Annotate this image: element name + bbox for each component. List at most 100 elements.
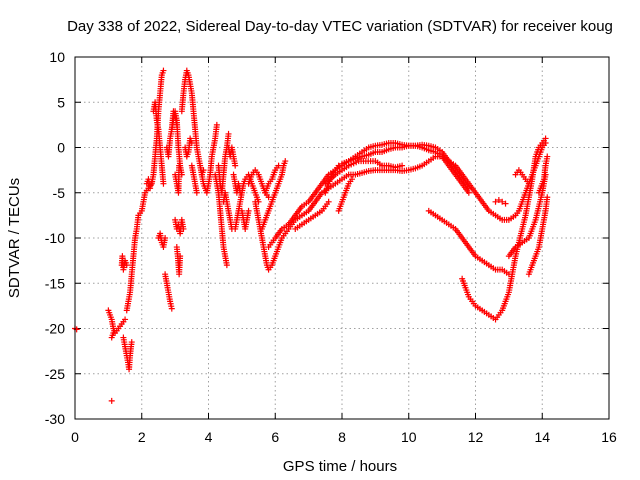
series-s12: [163, 108, 185, 178]
series-s6: [120, 334, 135, 373]
series-s4: [108, 330, 117, 341]
series-s11: [162, 271, 175, 312]
series-s24: [225, 144, 239, 169]
x-tick-label: 10: [401, 429, 417, 445]
series-s23: [220, 189, 235, 232]
data-point-plus: [147, 182, 154, 189]
data-point-plus: [335, 162, 342, 169]
series-s2: [105, 307, 129, 337]
x-tick-label: 0: [71, 429, 79, 445]
grid: [75, 57, 609, 419]
series-s10: [155, 230, 169, 251]
y-tick-label: 0: [57, 140, 65, 156]
series-s38: [459, 135, 549, 323]
series-s36: [335, 176, 356, 214]
series-s5: [118, 253, 130, 273]
series-s26: [232, 171, 262, 232]
series-s15: [172, 216, 187, 237]
data-point-plus: [168, 305, 175, 312]
data-point-plus: [495, 196, 502, 203]
x-tick-label: 14: [534, 429, 550, 445]
data-point-plus: [122, 316, 129, 323]
series-s14: [172, 162, 183, 196]
y-axis-label: SDTVAR / TECUs: [6, 178, 23, 298]
data-point-plus: [542, 135, 549, 142]
x-tick-label: 4: [205, 429, 213, 445]
x-tick-label: 8: [338, 429, 346, 445]
data-point-plus: [180, 225, 187, 232]
data-point-plus: [544, 153, 551, 160]
data-point-plus: [325, 198, 332, 205]
data-point-plus: [275, 162, 282, 169]
x-axis-label: GPS time / hours: [283, 458, 397, 475]
series-s40: [512, 167, 532, 187]
y-tick-label: -25: [45, 366, 65, 382]
data-point-plus: [232, 162, 239, 169]
y-tick-label: -15: [45, 275, 65, 291]
data-point-plus: [128, 339, 135, 346]
plot-frame: [74, 56, 610, 420]
series-s7: [123, 67, 167, 314]
data-point-plus: [147, 185, 154, 192]
data-point-plus: [110, 330, 117, 337]
series-s43: [492, 196, 509, 207]
series-s13: [168, 108, 180, 133]
series-s1: [72, 325, 80, 333]
series-s31: [262, 162, 282, 196]
data-point-plus: [265, 194, 272, 201]
series-s8: [143, 176, 155, 192]
y-axis: -30 -25 -20 -15 -10 -5 0 5 10: [45, 49, 609, 427]
data-point-plus: [223, 262, 230, 269]
y-tick-label: -30: [45, 411, 65, 427]
data-point-plus: [123, 262, 130, 269]
series-s42: [535, 153, 551, 196]
data-point-plus: [200, 167, 207, 174]
data-point-plus: [525, 180, 532, 187]
y-tick-label: -10: [45, 230, 65, 246]
series-s37: [425, 207, 512, 278]
y-tick-label: -20: [45, 321, 65, 337]
data-point-plus: [160, 67, 167, 74]
series-s22: [215, 130, 232, 196]
data-point-plus: [148, 178, 155, 185]
data-points: [72, 67, 551, 404]
series-s30: [258, 158, 289, 232]
series-s3: [108, 397, 115, 404]
series-s35: [322, 158, 406, 187]
data-point-plus: [162, 235, 169, 241]
data-point-plus: [282, 158, 289, 165]
series-s33: [292, 198, 332, 232]
series-s18: [182, 135, 195, 160]
x-tick-label: 12: [468, 429, 484, 445]
data-point-plus: [108, 397, 115, 404]
series-s28: [245, 167, 272, 201]
x-tick-label: 16: [601, 429, 617, 445]
series-s17: [178, 67, 207, 178]
data-point-plus: [502, 200, 509, 207]
series-s9: [150, 99, 167, 187]
y-tick-label: 10: [49, 49, 65, 65]
x-tick-label: 6: [271, 429, 279, 445]
data-point-plus: [188, 139, 195, 146]
data-point-plus: [465, 185, 472, 192]
series-s41: [525, 194, 551, 278]
x-tick-label: 2: [138, 429, 146, 445]
data-point-plus: [173, 121, 180, 128]
data-point-plus: [544, 194, 551, 201]
series-s34: [322, 139, 472, 196]
data-point-plus: [160, 180, 167, 187]
data-point-plus: [245, 207, 252, 214]
y-tick-label: -5: [53, 185, 66, 201]
series-s19: [188, 162, 200, 196]
series-s20: [198, 121, 220, 196]
chart-title: Day 338 of 2022, Sidereal Day-to-day VTE…: [67, 18, 613, 35]
data-point-plus: [176, 162, 183, 169]
data-point-plus: [499, 198, 506, 205]
series-s16: [173, 244, 184, 278]
data-point-plus: [213, 121, 220, 128]
series-s27: [238, 207, 252, 232]
data-point-plus: [492, 198, 499, 205]
data-point-plus: [193, 189, 200, 196]
data-point-plus: [177, 253, 184, 260]
